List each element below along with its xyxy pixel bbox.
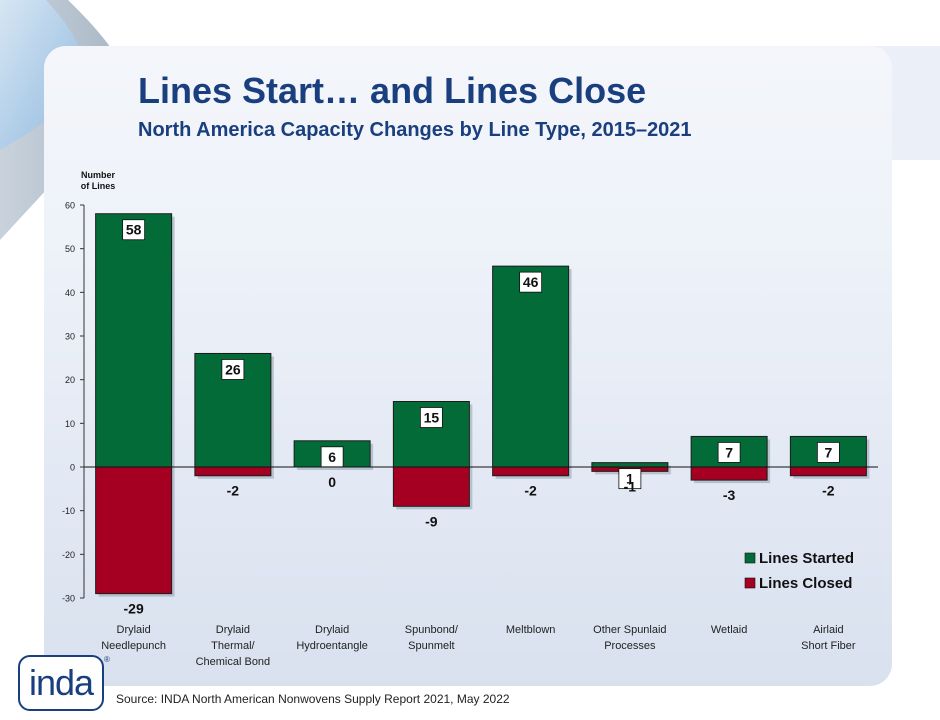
category-label: Hydroentangle (296, 640, 368, 652)
bar-lines-closed (194, 466, 272, 477)
data-label-closed: -3 (723, 487, 736, 503)
y-tick-label: 0 (70, 463, 75, 473)
y-tick-label: -30 (62, 594, 75, 604)
y-tick-label: -20 (62, 550, 75, 560)
category-label: Drylaid (216, 624, 250, 636)
data-label-closed: -29 (124, 601, 144, 617)
data-label-closed: -2 (822, 483, 835, 499)
registered-mark: ® (104, 655, 110, 664)
data-label-box (519, 271, 543, 293)
data-label-started: 58 (126, 222, 142, 238)
y-tick-label: 50 (65, 244, 75, 254)
bar-lines-closed (789, 466, 867, 477)
legend-label: Lines Closed (759, 575, 852, 592)
y-tick-label: 40 (65, 288, 75, 298)
category-label: Spunmelt (408, 640, 454, 652)
category-label: Other Spunlaid (593, 624, 666, 636)
bar-lines-closed (392, 466, 470, 507)
category-label: Thermal/ (211, 640, 255, 652)
data-label-closed: -1 (624, 478, 637, 494)
slide-title: Lines Start… and Lines Close (138, 70, 647, 111)
bar-lines-started (492, 265, 570, 468)
data-label-closed: -2 (524, 483, 537, 499)
category-label: Meltblown (506, 624, 556, 636)
data-label-started: 15 (424, 410, 440, 426)
data-label-closed: -2 (227, 483, 240, 499)
data-label-started: 1 (626, 471, 634, 487)
data-label-box (221, 359, 245, 380)
legend-label: Lines Started (759, 550, 854, 567)
category-label: Airlaid (813, 624, 844, 636)
inda-logo: inda (18, 655, 104, 711)
category-label: Wetlaid (711, 624, 747, 636)
bar-lines-started (591, 462, 669, 468)
data-label-box (122, 219, 146, 241)
data-label-box (717, 442, 741, 463)
y-tick-label: 10 (65, 419, 75, 429)
legend-swatch (744, 552, 756, 564)
category-label: Drylaid (117, 624, 151, 636)
slide-subtitle: North America Capacity Changes by Line T… (138, 119, 692, 141)
data-label-started: 6 (328, 449, 336, 465)
data-label-started: 26 (225, 361, 241, 377)
category-label: Short Fiber (801, 640, 856, 652)
data-label-started: 7 (824, 444, 832, 460)
bar-lines-closed (95, 466, 173, 595)
y-tick-label: -10 (62, 506, 75, 516)
category-label: Needlepunch (101, 640, 166, 652)
source-note: Source: INDA North American Nonwovens Su… (116, 692, 510, 706)
bar-lines-closed (492, 466, 570, 477)
legend-swatch (744, 577, 756, 589)
y-tick-label: 20 (65, 375, 75, 385)
category-label: Drylaid (315, 624, 349, 636)
bar-lines-started (95, 213, 173, 468)
y-tick-label: 30 (65, 332, 75, 342)
logo-text: inda (28, 662, 94, 703)
data-label-started: 7 (725, 444, 733, 460)
data-label-started: 46 (523, 274, 539, 290)
data-label-box (816, 442, 840, 463)
y-axis-label: Number (81, 170, 116, 180)
category-label: Processes (604, 640, 656, 652)
data-label-box (419, 407, 443, 428)
data-label-box (618, 468, 642, 490)
y-axis-label: of Lines (81, 181, 116, 191)
data-label-closed: 0 (328, 474, 336, 490)
data-label-closed: -9 (425, 513, 438, 529)
category-label: Chemical Bond (196, 656, 271, 668)
bar-lines-closed (690, 466, 768, 481)
y-tick-label: 60 (65, 201, 75, 211)
category-label: Spunbond/ (405, 624, 459, 636)
